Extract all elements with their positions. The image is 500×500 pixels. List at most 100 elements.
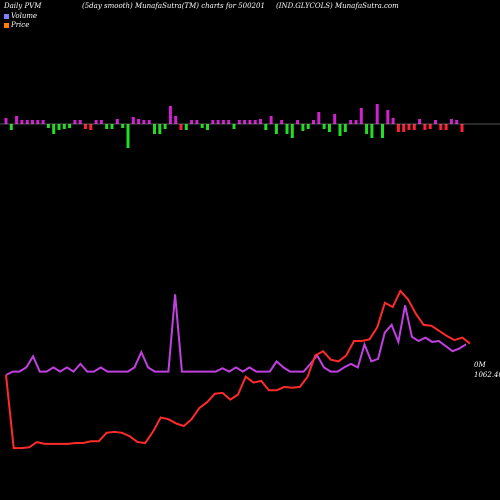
volume-bar bbox=[391, 118, 395, 124]
volume-bar bbox=[41, 120, 45, 124]
price-right-label: 1062.40 bbox=[474, 371, 500, 379]
volume-bar bbox=[370, 124, 374, 138]
volume-bar bbox=[68, 124, 72, 128]
header-right: (IND.GLYCOLS) MunafaSutra.com bbox=[276, 2, 399, 10]
volume-bar bbox=[211, 120, 215, 124]
volume-bar bbox=[153, 124, 156, 134]
volume-bar bbox=[36, 120, 40, 124]
volume-bar bbox=[73, 120, 77, 124]
volume-bar bbox=[296, 120, 300, 124]
legend-price-label: Price bbox=[11, 21, 30, 29]
volume-bar bbox=[168, 106, 172, 124]
legend-price-swatch bbox=[4, 22, 9, 28]
volume-bar bbox=[312, 120, 315, 124]
volume-bar bbox=[412, 124, 416, 130]
volume-bar bbox=[381, 124, 384, 138]
volume-bar bbox=[243, 120, 247, 124]
volume-bar bbox=[428, 124, 432, 129]
volume-bar bbox=[25, 120, 29, 124]
volume-bar bbox=[4, 118, 8, 124]
volume-bar bbox=[15, 116, 19, 124]
volume-bar bbox=[147, 120, 151, 124]
volume-bar bbox=[407, 124, 411, 130]
volume-bar bbox=[9, 124, 13, 130]
header-left: Daily PVM bbox=[4, 2, 42, 10]
volume-bar bbox=[444, 124, 448, 130]
volume-bar bbox=[84, 124, 87, 129]
volume-bar bbox=[449, 119, 453, 124]
volume-bar bbox=[200, 124, 204, 128]
volume-bar bbox=[110, 124, 114, 129]
volume-bar bbox=[418, 119, 422, 124]
volume-bar bbox=[99, 120, 103, 124]
volume-bar bbox=[232, 124, 236, 129]
volume-bar bbox=[174, 116, 178, 124]
volume-bar bbox=[137, 119, 141, 124]
volume-bar bbox=[365, 124, 369, 134]
volume-bar bbox=[264, 124, 268, 130]
volume-bar bbox=[115, 119, 119, 124]
legend-volume-label: Volume bbox=[11, 12, 38, 20]
volume-bar bbox=[338, 124, 342, 136]
legend-price: Price bbox=[4, 21, 29, 29]
volume-bar bbox=[280, 120, 284, 124]
volume-bar bbox=[269, 116, 273, 124]
volume-bar bbox=[248, 120, 252, 124]
volume-bar bbox=[216, 120, 220, 124]
volume-bar bbox=[274, 124, 278, 134]
volume-bar bbox=[46, 124, 50, 128]
volume-bar bbox=[349, 120, 353, 124]
volume-bar bbox=[163, 124, 167, 129]
volume-bar bbox=[206, 124, 209, 130]
volume-bar bbox=[184, 124, 188, 130]
volume-bar bbox=[317, 112, 321, 124]
volume-bar bbox=[78, 120, 82, 124]
pvm-line bbox=[5, 294, 467, 376]
volume-bar bbox=[285, 124, 289, 134]
volume-bar bbox=[89, 124, 93, 130]
legend-volume: Volume bbox=[4, 12, 37, 20]
volume-bar bbox=[105, 124, 109, 129]
volume-bar bbox=[158, 124, 162, 134]
volume-bar bbox=[195, 120, 199, 124]
volume-bar bbox=[57, 124, 61, 130]
volume-bar bbox=[227, 120, 231, 124]
volume-bar bbox=[179, 124, 183, 130]
volume-bar bbox=[142, 120, 146, 124]
volume-bar bbox=[402, 124, 406, 132]
volume-bar bbox=[439, 124, 443, 130]
volume-bar bbox=[20, 120, 24, 124]
volume-bar bbox=[327, 124, 331, 132]
volume-bar bbox=[131, 117, 135, 124]
price-line bbox=[5, 289, 471, 450]
volume-bar bbox=[221, 120, 225, 124]
volume-bar bbox=[94, 120, 98, 124]
volume-bar bbox=[126, 124, 130, 148]
volume-bar bbox=[396, 124, 400, 132]
volume-bar bbox=[333, 114, 337, 124]
volume-bar bbox=[423, 124, 427, 130]
volume-bar bbox=[306, 124, 310, 129]
volume-bar bbox=[375, 104, 379, 124]
volume-bar bbox=[190, 120, 194, 124]
volume-bar bbox=[52, 124, 56, 134]
volume-bar bbox=[434, 120, 437, 124]
volume-bar bbox=[455, 120, 459, 124]
volume-bar bbox=[359, 108, 363, 124]
volume-right-label: 0M bbox=[474, 361, 486, 369]
volume-bar bbox=[343, 124, 347, 132]
volume-bars bbox=[4, 104, 464, 148]
volume-bar bbox=[253, 120, 257, 124]
volume-bar bbox=[354, 120, 358, 124]
volume-bar bbox=[290, 124, 294, 138]
volume-bar bbox=[386, 110, 390, 124]
volume-bar bbox=[460, 124, 464, 132]
volume-bar bbox=[301, 124, 305, 131]
legend-volume-swatch bbox=[4, 13, 9, 19]
volume-bar bbox=[121, 124, 125, 128]
volume-bar bbox=[237, 120, 241, 124]
volume-bar bbox=[31, 120, 34, 124]
volume-bar bbox=[259, 119, 262, 124]
